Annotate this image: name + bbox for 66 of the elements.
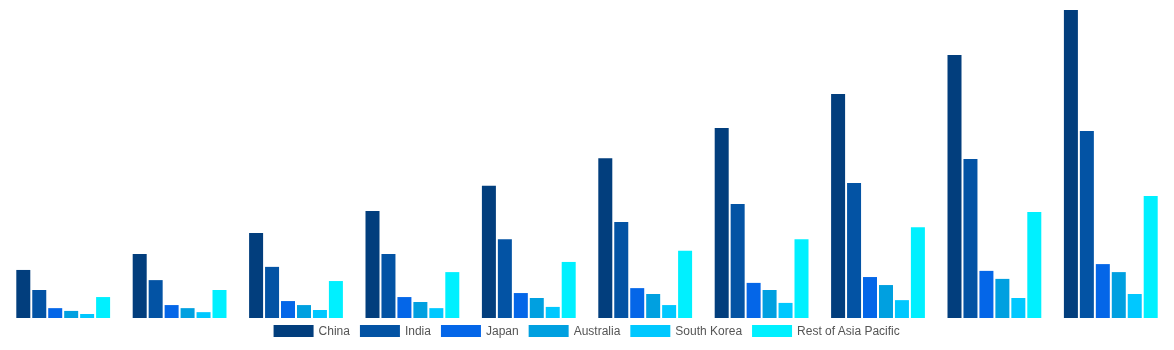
legend-label: India (404, 324, 432, 338)
bar (545, 306, 560, 318)
bar (96, 297, 111, 318)
legend-label: South Korea (675, 324, 743, 338)
bar (513, 293, 528, 318)
bar (365, 211, 380, 318)
bar (947, 54, 962, 318)
bar (910, 227, 925, 318)
bar (1111, 272, 1126, 318)
bar (646, 293, 661, 318)
bar (979, 270, 994, 318)
bar (762, 289, 777, 318)
bar (778, 302, 793, 318)
bar (16, 269, 31, 318)
bar (598, 158, 613, 318)
bar (132, 253, 147, 318)
bar (196, 312, 211, 318)
bar (148, 280, 163, 318)
bar (265, 266, 280, 318)
bar (312, 309, 327, 318)
bar (561, 261, 576, 318)
bar (831, 94, 846, 318)
bar (847, 183, 862, 318)
legend-label: Japan (485, 324, 519, 338)
bar (80, 314, 95, 318)
bar (445, 272, 460, 318)
bar (413, 301, 428, 318)
bar (64, 310, 79, 318)
bar (381, 253, 396, 318)
bar (1027, 212, 1042, 318)
bar (1143, 196, 1158, 318)
bar (878, 285, 893, 318)
bar (894, 300, 909, 318)
legend-label: Australia (573, 324, 621, 338)
bar (863, 277, 878, 318)
bar (249, 232, 264, 318)
bar (963, 159, 978, 318)
bar (32, 289, 47, 318)
legend-label: China (318, 324, 351, 338)
bar (614, 221, 629, 318)
bar (730, 204, 745, 318)
bar (281, 301, 296, 318)
bar (497, 239, 512, 318)
bar (328, 281, 343, 318)
bar (212, 289, 227, 318)
bar (995, 278, 1010, 318)
bar (48, 308, 63, 318)
bar (662, 305, 677, 318)
bar (714, 127, 729, 318)
bar (296, 305, 311, 318)
bar (180, 308, 195, 318)
bar (481, 185, 496, 318)
bar (1079, 131, 1094, 318)
bar (1095, 264, 1110, 318)
legend-label: Rest of Asia Pacific (797, 324, 900, 338)
bar (164, 305, 179, 318)
bar (1127, 293, 1142, 318)
bar (678, 250, 693, 318)
bar (794, 239, 809, 318)
bar (1063, 10, 1078, 318)
bar (630, 288, 645, 318)
bar (746, 282, 761, 318)
bar (397, 297, 412, 318)
bar (429, 308, 444, 318)
bar (529, 297, 544, 318)
bar (1011, 297, 1026, 318)
